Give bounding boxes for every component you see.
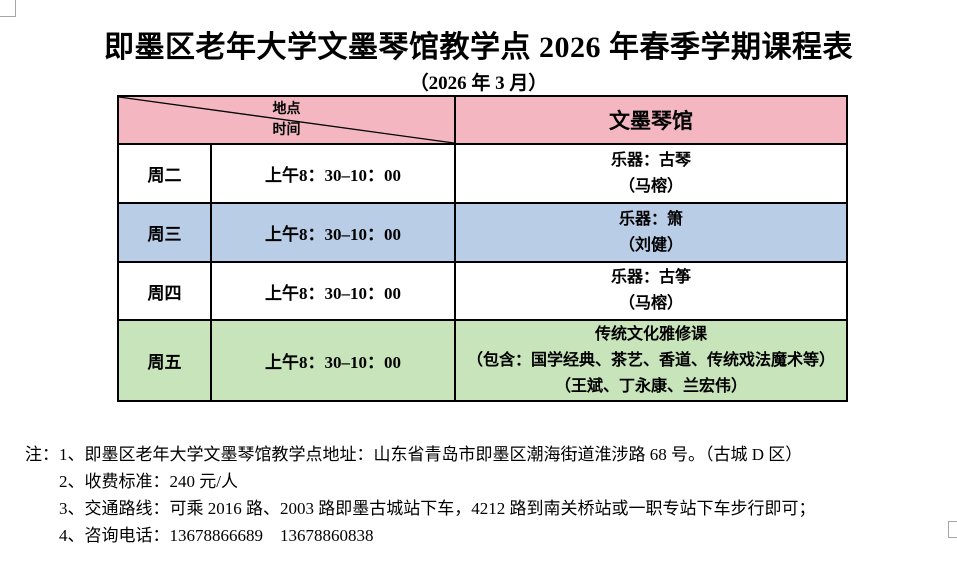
time-cell: 上午8：30–10：00 [210,202,456,263]
course-teacher: （马榕） [618,295,683,312]
venue-header-cell: 文墨琴馆 [454,95,848,145]
page-title: 即墨区老年大学文墨琴馆教学点 2026 年春季学期课程表 [104,31,853,64]
course-cell: 乐器：箫 （刘健） [454,202,848,263]
diagonal-header-cell: 地点 时间 [117,95,456,145]
text-boundary-corner-mark-top-left [0,0,16,17]
note-address: 1、即墨区老年大学文墨琴馆教学点地址：山东省青岛市即墨区潮海街道淮涉路 68 号… [59,445,803,464]
time-cell: 上午8：30–10：00 [210,143,456,204]
day-cell: 周五 [117,319,212,402]
header-location-label: 地点 [272,102,301,118]
day-cell: 周二 [117,143,212,204]
day-cell: 周三 [117,202,212,263]
course-cell: 传统文化雅修课 （包含：国学经典、茶艺、香道、传统戏法魔术等） （王斌、丁永康、… [454,319,848,402]
notes-prefix: 注： [25,445,59,464]
course-name: 传统文化雅修课 [594,325,707,343]
day-cell: 周四 [117,261,212,321]
table-row-wednesday: 周三 上午8：30–10：00 乐器：箫 （刘健） [117,202,848,263]
note-transport: 3、交通路线：可乘 2016 路、2003 路即墨古城站下车，4212 路到南关… [59,499,816,518]
course-detail: （包含：国学经典、茶艺、香道、传统戏法魔术等） [466,351,835,369]
note-line-1: 注：1、即墨区老年大学文墨琴馆教学点地址：山东省青岛市即墨区潮海街道淮涉路 68… [25,441,950,468]
course-schedule-table: 地点 时间 文墨琴馆 周二 上午8：30–10：00 乐器：古琴 （马榕） 周三… [117,95,848,402]
note-line-4: 4、咨询电话：13678866689 13678860838 [59,522,950,549]
table-row-friday: 周五 上午8：30–10：00 传统文化雅修课 （包含：国学经典、茶艺、香道、传… [117,319,848,402]
table-header-row: 地点 时间 文墨琴馆 [117,95,848,145]
diagonal-line [119,97,454,143]
note-fee: 2、收费标准：240 元/人 [59,472,238,491]
table-row-tuesday: 周二 上午8：30–10：00 乐器：古琴 （马榕） [117,143,848,204]
course-name: 乐器：古筝 [610,269,691,286]
text-boundary-corner-mark-bottom-right [948,521,957,538]
time-cell: 上午8：30–10：00 [210,261,456,321]
time-cell: 上午8：30–10：00 [210,319,456,402]
course-cell: 乐器：古筝 （马榕） [454,261,848,321]
course-teacher: （刘健） [618,236,683,254]
course-teacher: （马榕） [618,177,683,195]
page-subtitle: （2026 年 3 月） [409,73,548,94]
header-time-label: 时间 [272,122,301,138]
course-cell: 乐器：古琴 （马榕） [454,143,848,204]
note-line-2: 2、收费标准：240 元/人 [59,468,950,495]
notes-section: 注：1、即墨区老年大学文墨琴馆教学点地址：山东省青岛市即墨区潮海街道淮涉路 68… [25,441,950,549]
table-row-thursday: 周四 上午8：30–10：00 乐器：古筝 （马榕） [117,261,848,321]
course-teacher: （王斌、丁永康、兰宏伟） [554,377,747,395]
note-phone: 4、咨询电话：13678866689 13678860838 [59,526,374,545]
course-name: 乐器：箫 [618,210,683,228]
course-name: 乐器：古琴 [610,151,691,169]
note-line-3: 3、交通路线：可乘 2016 路、2003 路即墨古城站下车，4212 路到南关… [59,495,950,522]
